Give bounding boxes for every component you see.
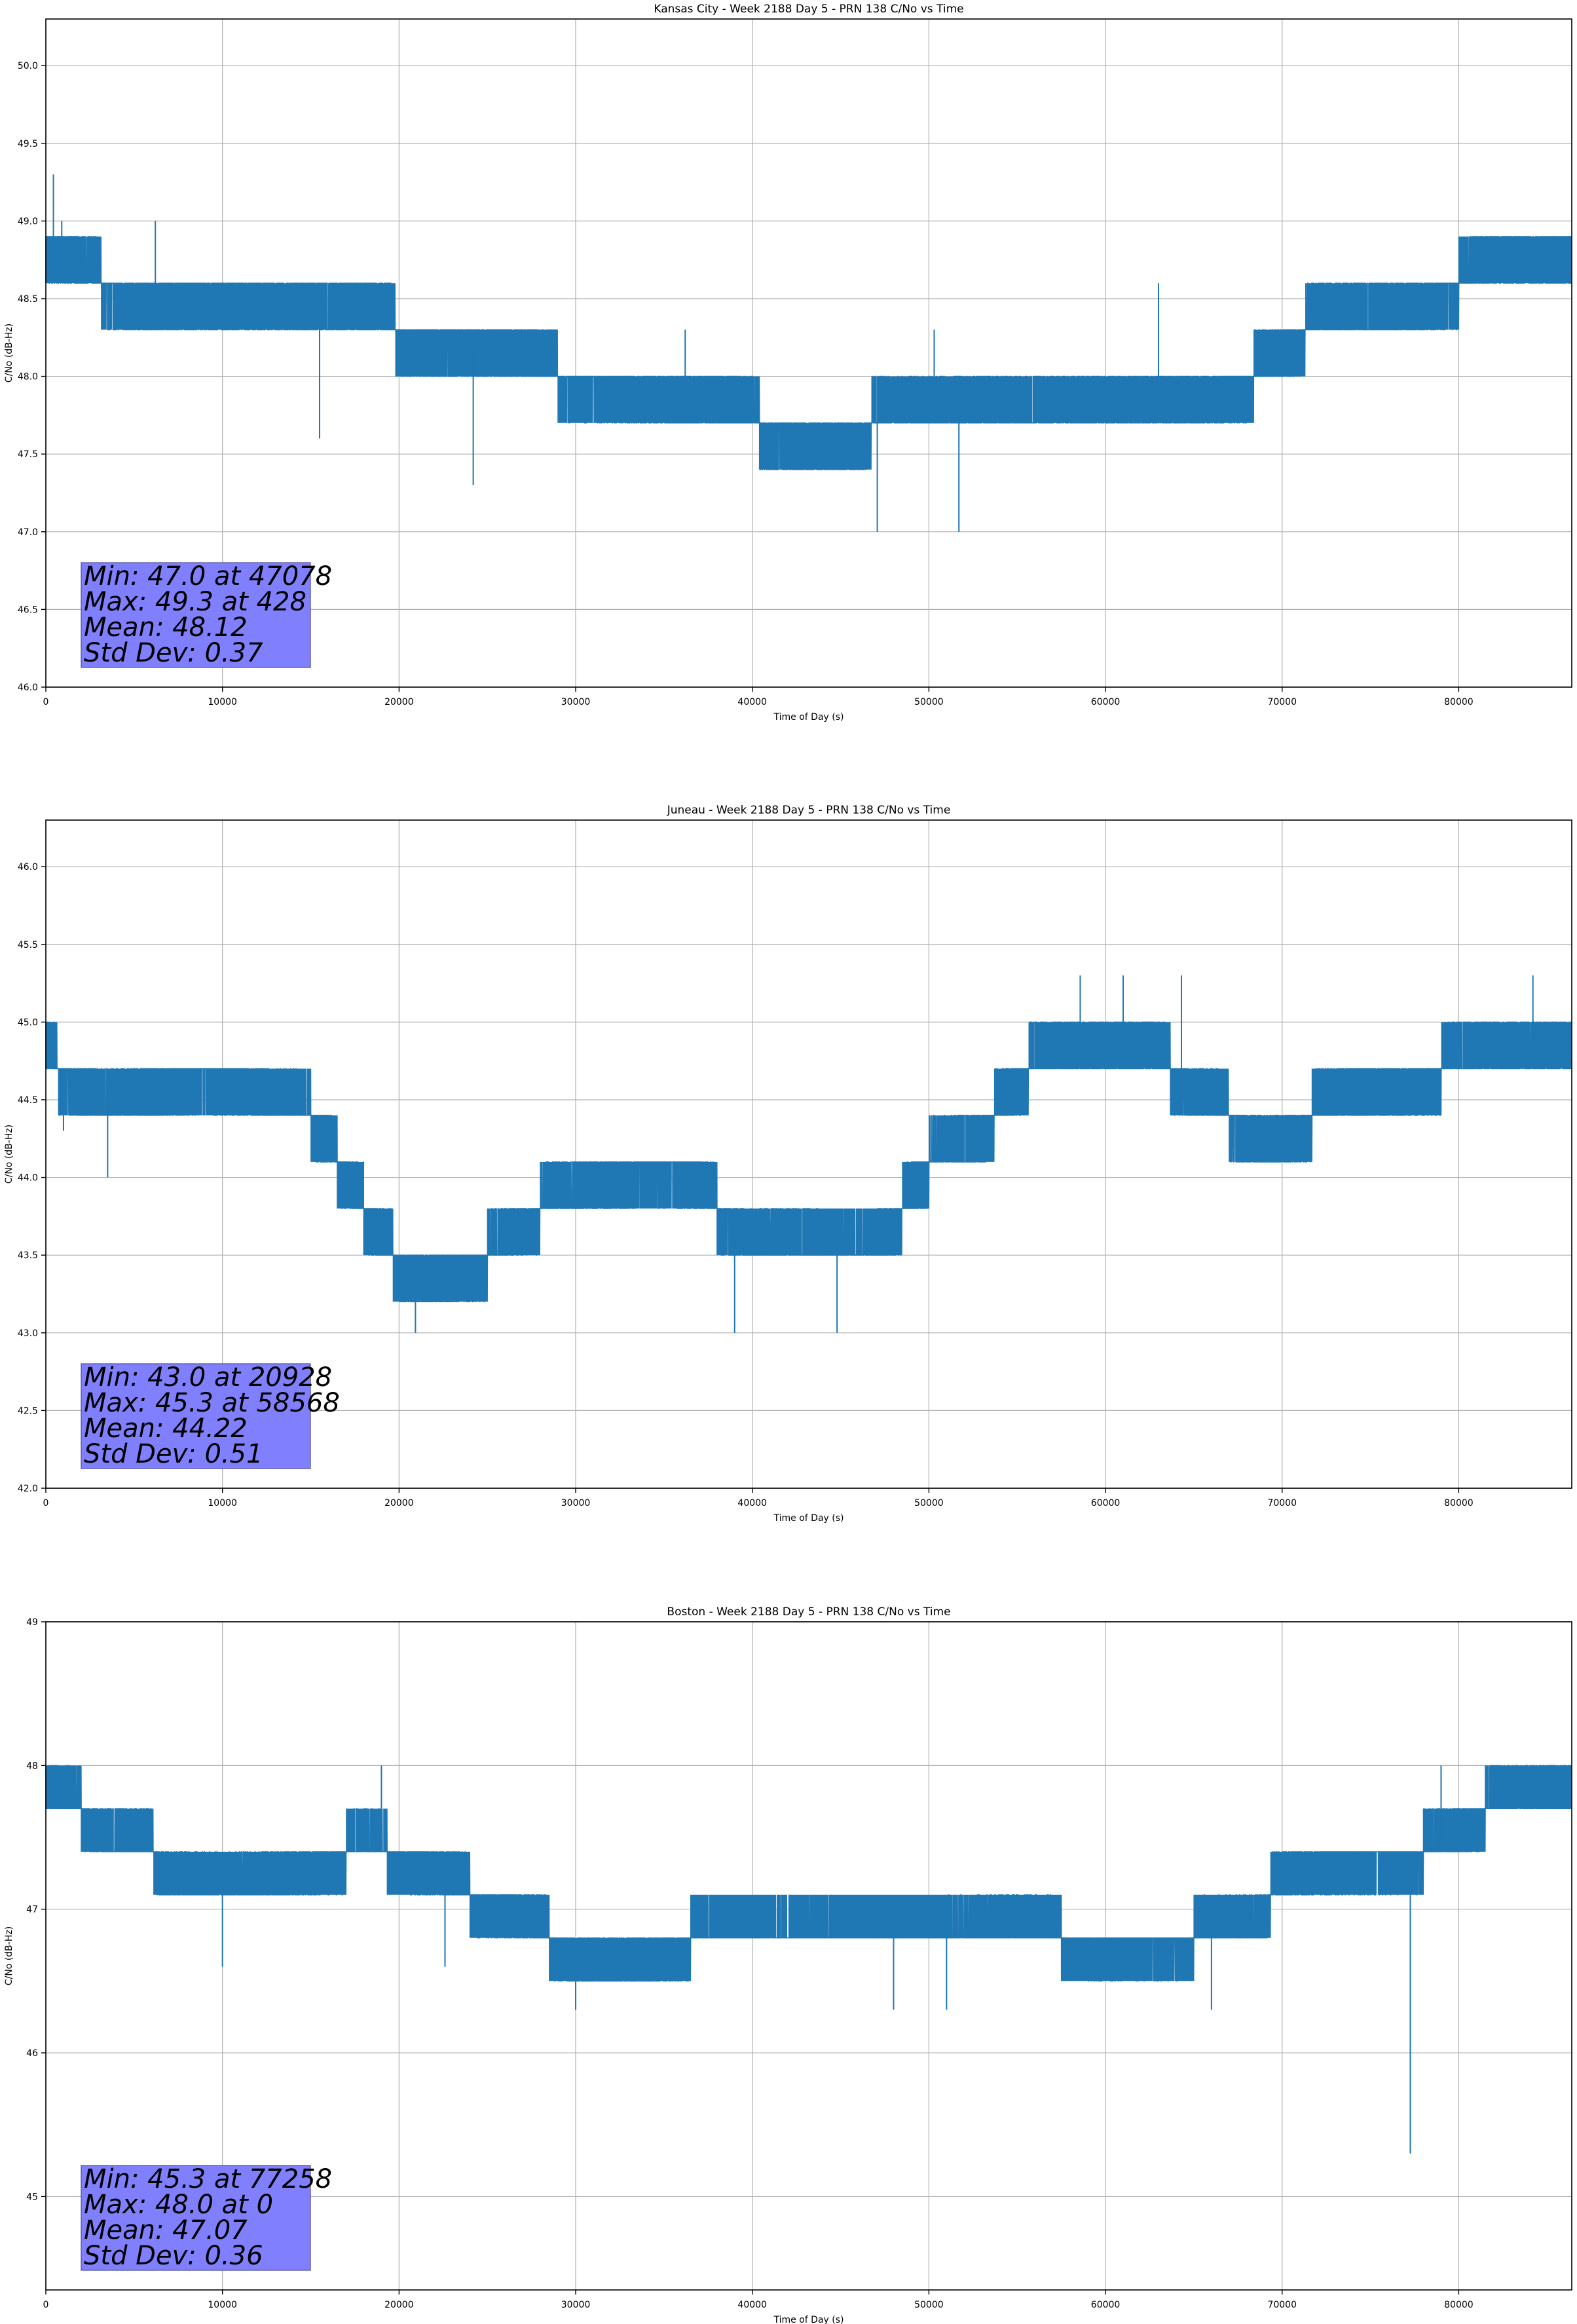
x-axis-label: Time of Day (s) — [773, 1513, 844, 1524]
x-tick-label: 70000 — [1267, 1498, 1297, 1509]
y-axis-label: C/No (dB-Hz) — [4, 324, 14, 383]
x-tick-label: 50000 — [914, 1498, 944, 1509]
x-tick-label: 70000 — [1267, 2300, 1297, 2310]
stats-line: Mean: 48.12 — [84, 612, 248, 643]
x-tick-label: 60000 — [1091, 1498, 1121, 1509]
series-line — [45, 1765, 1572, 1982]
x-tick-label: 60000 — [1091, 697, 1121, 707]
x-tick-label: 40000 — [737, 697, 767, 707]
x-tick-label: 0 — [43, 697, 49, 707]
stats-line: Min: 43.0 at 20928 — [84, 1362, 332, 1393]
stats-line: Min: 45.3 at 77258 — [84, 2164, 332, 2194]
y-axis-label: C/No (dB-Hz) — [4, 1125, 14, 1184]
y-tick-label: 48.0 — [18, 372, 38, 383]
stats-box — [81, 1363, 311, 1469]
y-tick-label: 42.5 — [18, 1406, 38, 1416]
stats-line: Mean: 44.22 — [84, 1414, 248, 1444]
x-tick-label: 20000 — [384, 1498, 414, 1509]
series-line — [45, 236, 1572, 470]
y-tick-label: 47 — [26, 1905, 38, 1915]
chart-title: Boston - Week 2188 Day 5 - PRN 138 C/No … — [667, 1605, 950, 1619]
x-tick-label: 10000 — [208, 2300, 237, 2310]
plot-frame — [45, 819, 1572, 1489]
plot-frame — [45, 1621, 1572, 2291]
stats-line: Max: 48.0 at 0 — [84, 2190, 273, 2220]
x-tick-label: 30000 — [561, 1498, 591, 1509]
x-tick-label: 10000 — [208, 1498, 237, 1509]
stats-box — [81, 562, 311, 668]
y-tick-label: 43.0 — [18, 1328, 38, 1339]
y-tick-label: 44.5 — [18, 1095, 38, 1106]
y-tick-label: 47.5 — [18, 449, 38, 460]
x-tick-label: 50000 — [914, 2300, 944, 2310]
y-tick-label: 44.0 — [18, 1173, 38, 1184]
x-axis-label: Time of Day (s) — [773, 712, 844, 722]
chart-panel-1: 0 10000 20000 30000 40000 50000 60000 70000 8000… — [4, 3, 1572, 722]
x-tick-label: 60000 — [1091, 2300, 1121, 2310]
x-tick-label: 40000 — [737, 1498, 767, 1509]
x-tick-label: 0 — [43, 1498, 49, 1509]
x-tick-label: 20000 — [384, 2300, 414, 2310]
y-tick-label: 46.0 — [18, 683, 38, 693]
y-tick-label: 46 — [26, 2048, 38, 2059]
x-tick-label: 80000 — [1444, 697, 1474, 707]
chart-title: Juneau - Week 2188 Day 5 - PRN 138 C/No … — [667, 804, 951, 817]
series-line — [45, 1021, 1572, 1303]
y-tick-label: 50.0 — [18, 61, 38, 71]
y-tick-label: 49.5 — [18, 139, 38, 149]
chart-title: Kansas City - Week 2188 Day 5 - PRN 138 … — [654, 3, 963, 16]
stats-line: Std Dev: 0.51 — [84, 1439, 263, 1469]
x-tick-label: 30000 — [561, 2300, 591, 2310]
stats-line: Max: 45.3 at 58568 — [84, 1388, 340, 1418]
chart-panel-2: 0 10000 20000 30000 40000 50000 60000 70000 8000… — [4, 804, 1572, 1524]
x-tick-label: 50000 — [914, 697, 944, 707]
stats-line: Std Dev: 0.37 — [84, 638, 263, 668]
x-tick-label: 80000 — [1444, 1498, 1474, 1509]
plot-frame — [45, 18, 1572, 688]
y-tick-label: 48.5 — [18, 294, 38, 305]
x-tick-label: 20000 — [384, 697, 414, 707]
stats-line: Min: 47.0 at 47078 — [84, 561, 332, 591]
y-tick-label: 49.0 — [18, 216, 38, 227]
stats-line: Mean: 47.07 — [84, 2215, 248, 2245]
y-tick-label: 46.5 — [18, 605, 38, 615]
y-tick-label: 45.0 — [18, 1017, 38, 1028]
stats-box — [81, 2165, 311, 2271]
x-tick-label: 40000 — [737, 2300, 767, 2310]
y-axis-label: C/No (dB-Hz) — [4, 1926, 14, 1985]
stats-line: Max: 49.3 at 428 — [84, 587, 306, 617]
x-axis-label: Time of Day (s) — [773, 2315, 844, 2324]
y-tick-label: 42.0 — [18, 1484, 38, 1494]
stats-line: Std Dev: 0.36 — [84, 2241, 263, 2271]
y-tick-label: 47.0 — [18, 527, 38, 538]
x-tick-label: 70000 — [1267, 697, 1297, 707]
y-tick-label: 45 — [26, 2192, 38, 2202]
x-tick-label: 30000 — [561, 697, 591, 707]
y-tick-label: 46.0 — [18, 862, 38, 872]
x-tick-label: 10000 — [208, 697, 237, 707]
y-tick-label: 45.5 — [18, 940, 38, 950]
chart-panel-3: 0 10000 20000 30000 40000 50000 60000 70000 8000… — [4, 1605, 1572, 2324]
y-tick-label: 43.5 — [18, 1250, 38, 1261]
x-tick-label: 0 — [43, 2300, 49, 2310]
y-tick-label: 49 — [26, 1617, 38, 1628]
x-tick-label: 80000 — [1444, 2300, 1474, 2310]
y-tick-label: 48 — [26, 1761, 38, 1771]
